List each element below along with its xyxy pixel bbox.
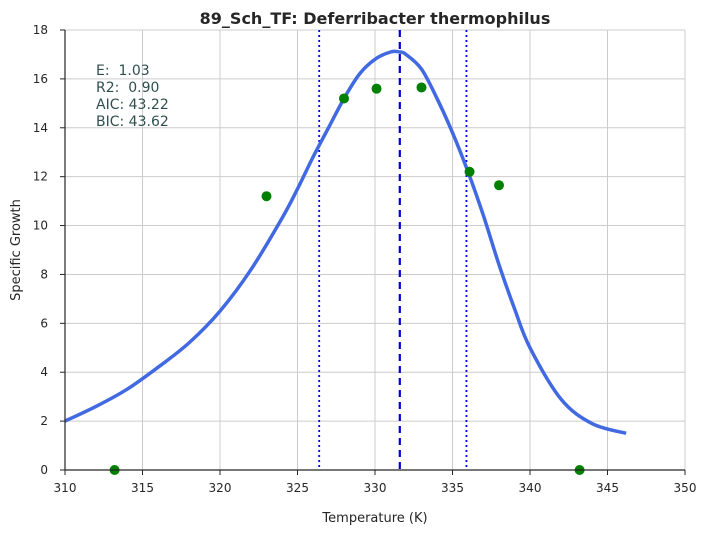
x-axis-ticks: 310 315 320 325 330 335 340 345 350 [54,470,697,495]
y-axis-label: Specific Growth [9,199,24,301]
y-tick-label: 18 [33,23,48,37]
data-point [416,82,427,93]
chart-title: 89_Sch_TF: Deferribacter thermophilus [200,9,551,28]
x-tick-label: 325 [286,481,309,495]
data-point [371,83,382,94]
x-tick-label: 350 [674,481,697,495]
fitted-growth-curve [64,49,627,436]
x-tick-label: 315 [131,481,154,495]
data-point [464,166,475,177]
x-tick-label: 310 [54,481,77,495]
x-tick-label: 335 [441,481,464,495]
reference-lines [318,30,468,470]
fit-statistic-line: BIC: 43.62 [96,114,169,130]
x-tick-label: 340 [519,481,542,495]
x-tick-label: 330 [364,481,387,495]
x-axis-label: Temperature (K) [321,511,427,526]
fit-statistic-line: R2: 0.90 [96,80,159,96]
data-point [339,93,349,104]
y-tick-label: 14 [33,121,48,135]
y-tick-label: 2 [40,414,48,428]
gridlines [64,29,686,471]
y-tick-label: 12 [33,170,48,184]
y-tick-label: 4 [40,365,48,379]
x-tick-label: 320 [209,481,232,495]
y-tick-label: 0 [40,463,48,477]
x-tick-label: 345 [596,481,619,495]
data-point [494,180,504,191]
y-axis-ticks: 0 2 4 6 8 10 12 14 16 18 [33,23,65,477]
y-tick-label: 6 [40,316,48,330]
fit-statistic-line: E: 1.03 [96,63,150,79]
fit-statistic-line: AIC: 43.22 [96,97,169,113]
data-point [261,191,272,202]
y-tick-label: 8 [40,267,48,281]
y-tick-label: 16 [33,72,48,86]
y-tick-label: 10 [33,219,48,233]
observed-points [109,82,585,475]
